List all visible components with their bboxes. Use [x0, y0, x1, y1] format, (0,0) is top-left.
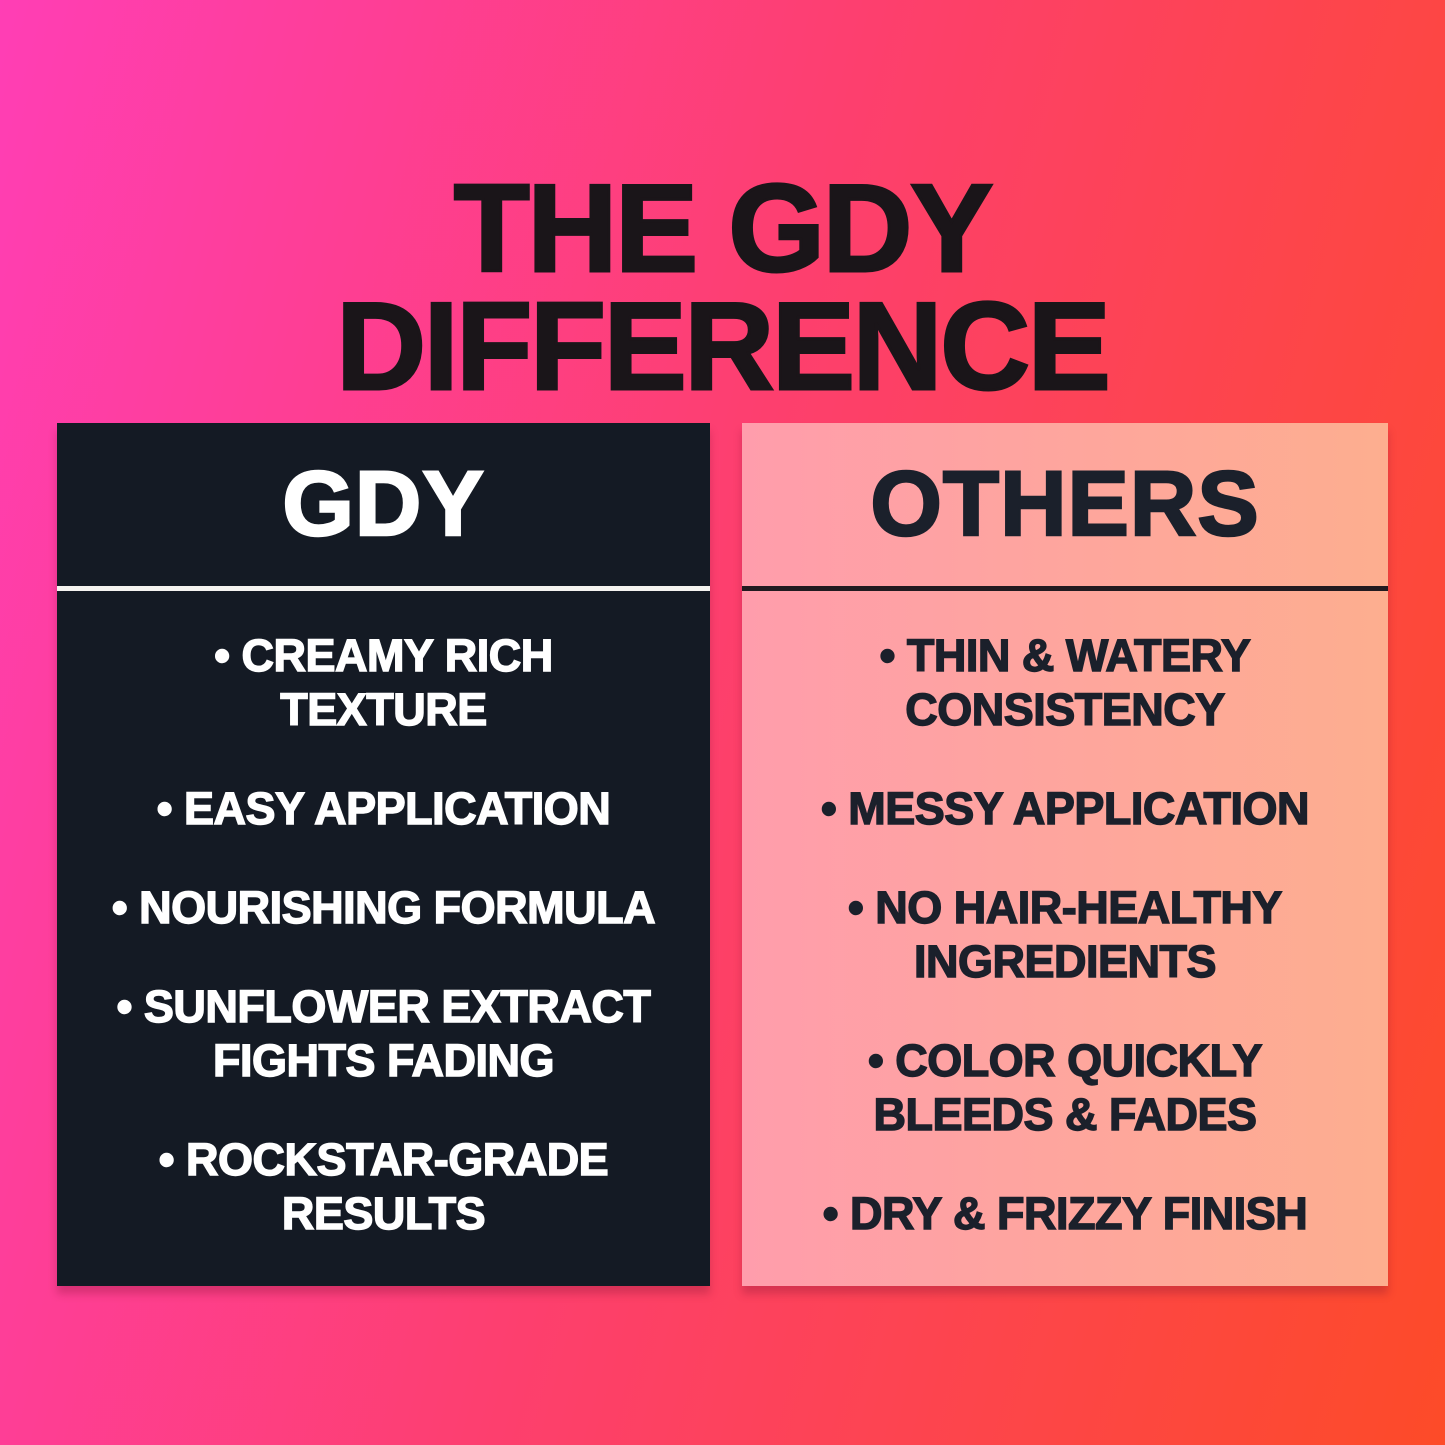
gdy-panel: GDY • CREAMY RICH TEXTURE • EASY APPLICA… [57, 423, 710, 1286]
bullet-line: BLEEDS & FADES [873, 1088, 1258, 1140]
page-title: THE GDY DIFFERENCE [0, 160, 1445, 416]
others-panel: OTHERS • THIN & WATERY CONSISTENCY • MES… [742, 423, 1388, 1286]
bullet-line: • ROCKSTAR-GRADE [158, 1133, 609, 1185]
bullet-line: • DRY & FRIZZY FINISH [822, 1187, 1308, 1239]
others-bullet-no-hair-healthy-ingredients: • NO HAIR-HEALTHY INGREDIENTS [847, 881, 1283, 989]
bullet-line: • COLOR QUICKLY [867, 1034, 1263, 1086]
gdy-bullet-creamy-rich-texture: • CREAMY RICH TEXTURE [214, 629, 554, 737]
bullet-line: RESULTS [281, 1187, 486, 1239]
bullet-line: • NOURISHING FORMULA [111, 881, 656, 933]
others-panel-heading: OTHERS [869, 452, 1260, 557]
gdy-bullet-sunflower-extract: • SUNFLOWER EXTRACT FIGHTS FADING [116, 980, 652, 1088]
bullet-line: FIGHTS FADING [212, 1034, 555, 1086]
bullet-line: CONSISTENCY [905, 683, 1226, 735]
bullet-line: • EASY APPLICATION [156, 782, 611, 834]
bullet-line: TEXTURE [280, 683, 488, 735]
others-bullet-messy-application: • MESSY APPLICATION [820, 782, 1310, 836]
bullet-line: • NO HAIR-HEALTHY [847, 881, 1283, 933]
bullet-line: • MESSY APPLICATION [820, 782, 1310, 834]
bullet-line: • CREAMY RICH [214, 629, 554, 681]
gdy-panel-heading: GDY [281, 452, 485, 557]
others-bullet-dry-frizzy-finish: • DRY & FRIZZY FINISH [822, 1187, 1308, 1241]
others-bullet-thin-watery-consistency: • THIN & WATERY CONSISTENCY [879, 629, 1252, 737]
others-bullet-list: • THIN & WATERY CONSISTENCY • MESSY APPL… [742, 591, 1388, 1241]
gdy-panel-divider [57, 586, 710, 591]
others-panel-divider [742, 586, 1388, 591]
bullet-line: • THIN & WATERY [879, 629, 1252, 681]
bullet-line: • SUNFLOWER EXTRACT [116, 980, 652, 1032]
gdy-bullet-rockstar-grade-results: • ROCKSTAR-GRADE RESULTS [158, 1133, 609, 1241]
others-bullet-color-bleeds-fades: • COLOR QUICKLY BLEEDS & FADES [867, 1034, 1263, 1142]
page-title-line-1: THE GDY [452, 160, 994, 299]
bullet-line: INGREDIENTS [913, 935, 1217, 987]
gdy-bullet-easy-application: • EASY APPLICATION [156, 782, 611, 836]
gdy-bullet-list: • CREAMY RICH TEXTURE • EASY APPLICATION… [57, 591, 710, 1241]
page-title-line-2: DIFFERENCE [335, 277, 1112, 416]
gdy-bullet-nourishing-formula: • NOURISHING FORMULA [111, 881, 656, 935]
